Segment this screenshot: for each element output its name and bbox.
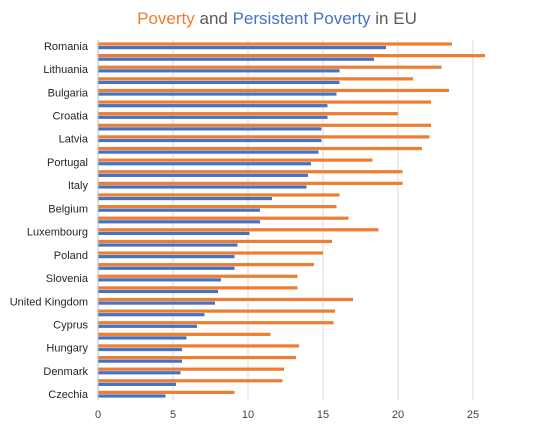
category-label: Slovenia [46,273,89,285]
bar-poverty [98,344,299,348]
category-label: Luxembourg [27,227,88,239]
chart-title: Poverty and Persistent Poverty in EU [137,9,417,28]
bar-poverty [98,158,373,162]
bar-persistent-poverty [98,394,166,398]
x-tick-label: 5 [170,409,176,421]
bar-poverty [98,88,449,93]
bar-persistent-poverty [98,127,322,131]
x-tick-label: 10 [242,409,254,421]
x-tick-label: 25 [467,409,479,421]
x-tick-label: 15 [317,409,329,421]
bar-poverty [98,263,314,267]
bar-persistent-poverty [98,266,235,270]
bar-poverty [98,135,430,139]
title-part-0: Poverty [137,9,195,28]
bar-poverty [98,123,431,127]
bar-persistent-poverty [98,196,272,201]
bar-persistent-poverty [98,173,308,177]
bar-persistent-poverty [98,324,197,328]
category-label: United Kingdom [10,296,88,308]
bar-persistent-poverty [98,138,322,143]
bar-persistent-poverty [98,347,182,352]
category-label: Italy [68,180,89,192]
bar-poverty [98,332,271,336]
bar-persistent-poverty [98,46,386,50]
bar-poverty [98,286,298,290]
value-axis: 0 5 10 15 20 25 [95,409,479,421]
title-part-3: in EU [371,9,417,28]
bar-poverty [98,100,431,104]
bar-persistent-poverty [98,92,337,96]
category-label: Lithuania [43,64,89,76]
bar-persistent-poverty [98,208,260,212]
bar-persistent-poverty [98,220,260,224]
bar-persistent-poverty [98,185,307,189]
bar-poverty [98,146,422,151]
bar-persistent-poverty [98,313,205,317]
bar-persistent-poverty [98,69,340,73]
bar-persistent-poverty [98,243,238,247]
bar-persistent-poverty [98,150,319,154]
bar-poverty [98,321,334,325]
bar-persistent-poverty [98,115,328,119]
gridlines [172,40,474,400]
bar-persistent-poverty [98,359,182,363]
title-part-1: and [195,9,233,28]
bar-poverty [98,367,284,371]
bar-persistent-poverty [98,231,250,236]
bar-poverty [98,355,296,360]
category-label: Croatia [53,110,89,122]
category-label: Portugal [47,157,88,169]
category-label: Hungary [46,343,88,355]
bar-poverty [98,42,452,46]
bar-persistent-poverty [98,255,235,259]
bar-persistent-poverty [98,104,328,108]
title-part-2: Persistent Poverty [233,9,371,28]
bar-poverty [98,77,413,81]
category-label: Denmark [43,366,88,378]
x-tick-label: 0 [95,409,101,421]
bar-poverty [98,216,349,220]
bar-poverty [98,65,442,69]
bar-poverty [98,54,485,58]
bar-persistent-poverty [98,57,374,61]
bar-poverty [98,297,353,302]
category-label: Poland [54,250,88,262]
bar-poverty [98,251,323,255]
bar-poverty [98,309,335,313]
bar-poverty [98,239,332,244]
bar-persistent-poverty [98,162,311,166]
bar-poverty [98,390,235,394]
bar-poverty [98,181,403,185]
category-label: Latvia [59,134,89,146]
bar-poverty [98,170,403,174]
bar-poverty [98,193,340,197]
bars [98,42,485,398]
category-label: Belgium [48,203,88,215]
bar-persistent-poverty [98,371,181,375]
bar-persistent-poverty [98,80,340,85]
bar-poverty [98,112,398,116]
category-label: Cyprus [53,320,88,332]
bar-poverty [98,204,337,209]
bar-persistent-poverty [98,382,176,386]
x-tick-label: 20 [392,409,404,421]
bar-poverty [98,274,298,278]
bar-poverty [98,379,283,383]
bar-poverty [98,228,379,232]
bar-persistent-poverty [98,336,187,340]
bar-persistent-poverty [98,301,215,305]
category-axis: Romania Lithuania Bulgaria Croatia Latvia Por… [10,40,99,401]
category-label: Czechia [48,389,89,401]
category-label: Bulgaria [48,87,89,99]
bar-persistent-poverty [98,278,221,282]
bar-persistent-poverty [98,289,218,294]
category-label: Romania [44,41,89,53]
